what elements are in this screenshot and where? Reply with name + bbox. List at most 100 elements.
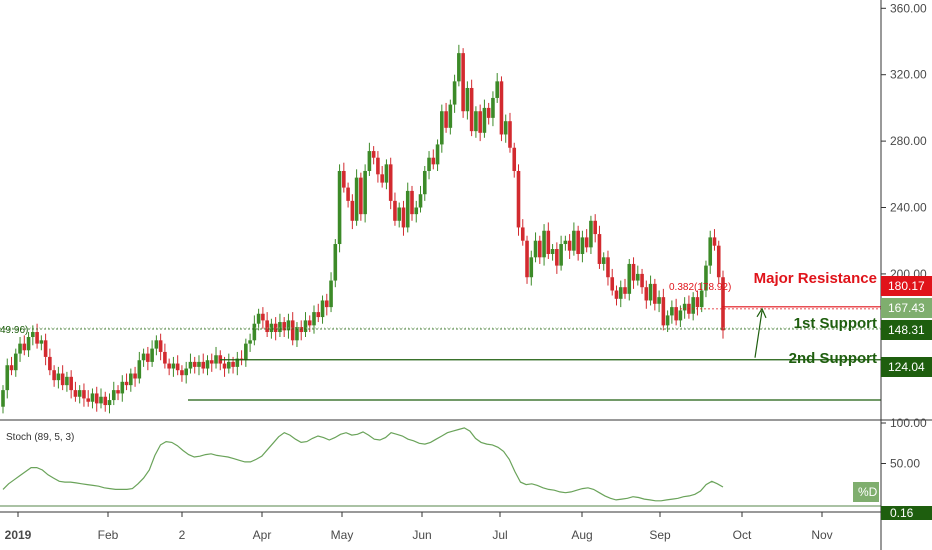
candle <box>39 335 44 351</box>
candle <box>614 285 619 306</box>
candle <box>107 393 112 414</box>
candle <box>13 348 18 377</box>
candle <box>448 99 453 135</box>
candle <box>56 366 61 389</box>
candle <box>192 356 197 374</box>
badge-last-price-value: 167.43 <box>888 301 925 315</box>
time-tick-label: Nov <box>811 528 832 542</box>
candle <box>116 385 120 401</box>
candle <box>589 215 593 254</box>
candle <box>525 235 529 284</box>
time-tick-label: Feb <box>98 528 119 542</box>
candle <box>99 388 103 409</box>
candle <box>354 169 359 226</box>
badge-last-price <box>881 298 932 318</box>
candle <box>94 386 99 412</box>
time-tick-label: Jun <box>412 528 431 542</box>
indicator-tick-label: 100.00 <box>890 416 927 430</box>
candle <box>158 333 163 361</box>
candle <box>342 162 346 193</box>
candle <box>278 313 282 337</box>
indicator-current-value: 0.16 <box>890 506 914 520</box>
candle <box>256 308 261 331</box>
candle <box>324 293 329 316</box>
candle <box>188 353 193 374</box>
badge-first-support <box>881 320 932 340</box>
candle <box>674 298 678 326</box>
candle <box>376 151 380 183</box>
candle <box>538 235 542 264</box>
candle <box>644 280 649 309</box>
candle <box>520 219 525 246</box>
candle <box>137 351 142 384</box>
candle <box>120 375 125 402</box>
candle <box>265 312 269 337</box>
candle <box>65 371 69 392</box>
time-tick-label: Jul <box>492 528 507 542</box>
candle <box>665 310 670 333</box>
candle <box>427 151 431 180</box>
candle <box>640 268 644 294</box>
price-tick-label: 360.00 <box>890 1 927 15</box>
candle <box>533 232 538 263</box>
candle <box>180 365 184 382</box>
candle <box>597 225 602 269</box>
candle <box>529 250 534 286</box>
candle <box>576 225 580 261</box>
price-tick-label: 240.00 <box>890 201 927 215</box>
candle <box>367 142 372 176</box>
candle <box>384 159 389 190</box>
candle <box>18 336 22 362</box>
candle <box>60 365 65 391</box>
candle <box>141 348 146 367</box>
candle <box>52 365 56 387</box>
candle <box>563 235 568 251</box>
candle <box>163 343 167 369</box>
candlestick-series <box>1 44 725 414</box>
candle <box>235 351 240 376</box>
candle <box>252 315 257 346</box>
candle <box>371 146 376 165</box>
candle <box>482 99 487 138</box>
candle <box>282 317 286 337</box>
candle <box>214 346 218 369</box>
time-tick-label: 2019 <box>5 528 32 542</box>
candle <box>716 240 721 284</box>
time-tick-label: Sep <box>649 528 671 542</box>
candle <box>9 356 14 376</box>
prior-level-label: 49.96) <box>0 325 28 336</box>
badge-first-support-value: 148.31 <box>888 323 925 337</box>
candle <box>691 292 695 321</box>
candle <box>363 164 367 223</box>
candle <box>401 200 406 236</box>
candle <box>286 313 291 339</box>
candle <box>333 239 338 288</box>
candle <box>414 200 419 223</box>
candle <box>239 350 244 366</box>
candle <box>559 235 563 271</box>
badge-second-support <box>881 357 932 377</box>
candle <box>244 338 248 367</box>
time-tick-label: Aug <box>571 528 592 542</box>
indicator-title: Stoch (89, 5, 3) <box>6 432 74 443</box>
candle <box>503 114 508 143</box>
candle <box>154 335 159 356</box>
candle <box>457 44 461 87</box>
candle <box>261 307 265 329</box>
candle <box>546 222 551 259</box>
candle <box>461 48 465 118</box>
candle <box>495 73 500 103</box>
candle <box>124 373 129 391</box>
candle <box>550 244 555 261</box>
candle <box>567 234 572 259</box>
candle <box>397 202 402 228</box>
series-badge-label: %D <box>858 485 878 499</box>
candle <box>171 356 176 377</box>
candle <box>682 297 687 319</box>
candle <box>346 182 350 208</box>
stoch-d-line <box>2 427 724 502</box>
major-resistance-label: Major Resistance <box>754 270 877 287</box>
price-tick-label: 280.00 <box>890 134 927 148</box>
